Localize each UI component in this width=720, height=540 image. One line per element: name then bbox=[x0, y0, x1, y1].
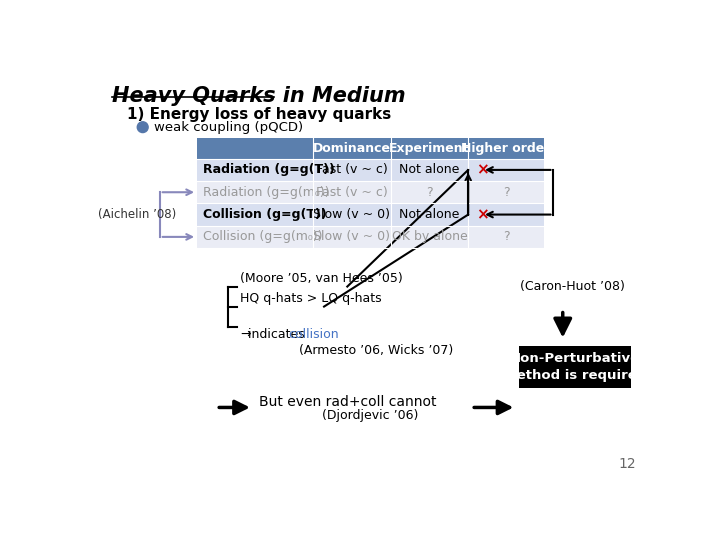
Text: Radiation (g=g(m₀)): Radiation (g=g(m₀)) bbox=[203, 186, 330, 199]
Bar bbox=[391, 138, 468, 159]
Text: ?: ? bbox=[503, 231, 510, 244]
Bar bbox=[391, 181, 468, 204]
Text: 12: 12 bbox=[618, 457, 636, 471]
Bar bbox=[197, 138, 313, 159]
Text: Heavy Quarks in Medium: Heavy Quarks in Medium bbox=[112, 85, 405, 106]
Text: Higher order: Higher order bbox=[462, 142, 551, 155]
Text: Collision (g=g(T)): Collision (g=g(T)) bbox=[203, 208, 327, 221]
Bar bbox=[468, 181, 544, 204]
Bar bbox=[468, 159, 544, 181]
Bar bbox=[197, 159, 313, 181]
Text: Slow (v ~ 0): Slow (v ~ 0) bbox=[313, 231, 390, 244]
Text: Experiment: Experiment bbox=[390, 142, 469, 155]
Text: (Djordjevic ’06): (Djordjevic ’06) bbox=[323, 409, 419, 422]
Text: But even rad+coll cannot: But even rad+coll cannot bbox=[259, 395, 436, 409]
Text: (Aichelin ’08): (Aichelin ’08) bbox=[98, 208, 176, 221]
Bar bbox=[313, 138, 391, 159]
Text: ?: ? bbox=[503, 186, 510, 199]
Bar bbox=[391, 159, 468, 181]
Text: Non-Perturbative
method is required: Non-Perturbative method is required bbox=[503, 352, 646, 382]
Bar bbox=[197, 226, 313, 248]
Text: (Moore ’05, van Hees ’05): (Moore ’05, van Hees ’05) bbox=[240, 272, 403, 285]
Bar bbox=[313, 204, 391, 226]
Bar bbox=[391, 204, 468, 226]
Text: Fast (v ~ c): Fast (v ~ c) bbox=[316, 164, 388, 177]
Bar bbox=[468, 226, 544, 248]
Bar bbox=[391, 226, 468, 248]
Text: Slow (v ~ 0): Slow (v ~ 0) bbox=[313, 208, 390, 221]
Bar bbox=[197, 204, 313, 226]
Text: (Armesto ’06, Wicks ’07): (Armesto ’06, Wicks ’07) bbox=[300, 343, 454, 356]
Bar bbox=[468, 138, 544, 159]
Text: ?: ? bbox=[426, 186, 433, 199]
Bar bbox=[313, 181, 391, 204]
Text: Radiation (g=g(T)): Radiation (g=g(T)) bbox=[203, 164, 335, 177]
Text: indicates: indicates bbox=[248, 328, 309, 341]
Text: OK by alone: OK by alone bbox=[392, 231, 467, 244]
Text: ×: × bbox=[476, 207, 489, 222]
Text: →: → bbox=[240, 328, 251, 341]
Text: Dominance: Dominance bbox=[313, 142, 391, 155]
Bar bbox=[313, 226, 391, 248]
Bar bbox=[197, 181, 313, 204]
Text: weak coupling (pQCD): weak coupling (pQCD) bbox=[154, 120, 303, 134]
Circle shape bbox=[138, 122, 148, 132]
Text: collision: collision bbox=[289, 328, 339, 341]
Bar bbox=[468, 204, 544, 226]
Text: 1) Energy loss of heavy quarks: 1) Energy loss of heavy quarks bbox=[127, 107, 392, 122]
Text: HQ q-hats > LQ q-hats: HQ q-hats > LQ q-hats bbox=[240, 292, 382, 305]
Bar bbox=[518, 346, 631, 388]
Text: (Caron-Huot ’08): (Caron-Huot ’08) bbox=[520, 280, 625, 293]
Text: Fast (v ~ c): Fast (v ~ c) bbox=[316, 186, 388, 199]
Text: Collision (g=g(m₀)): Collision (g=g(m₀)) bbox=[203, 231, 323, 244]
Text: Not alone: Not alone bbox=[400, 164, 459, 177]
Bar bbox=[313, 159, 391, 181]
Text: ×: × bbox=[476, 163, 489, 178]
Text: Not alone: Not alone bbox=[400, 208, 459, 221]
